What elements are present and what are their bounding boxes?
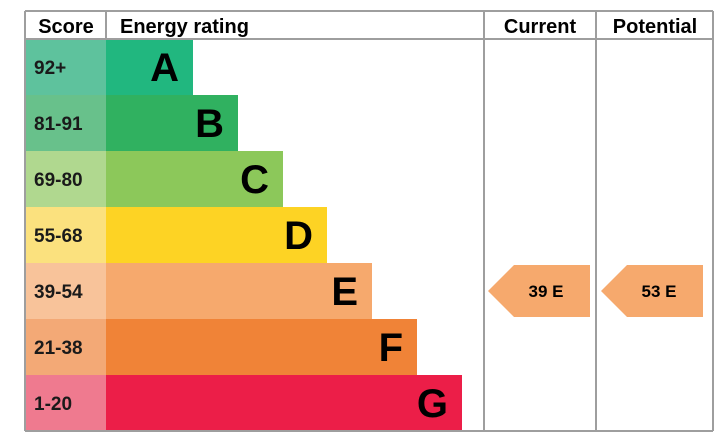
score-column: 92+ 81-91 69-80 55-68 39-54 21-38 1-20 — [25, 39, 106, 431]
header-energy-rating: Energy rating — [120, 16, 249, 38]
score-cell-c — [25, 151, 106, 207]
score-range-b: 81-91 — [34, 114, 83, 135]
score-range-f: 21-38 — [34, 338, 83, 359]
score-range-d: 55-68 — [34, 226, 83, 247]
header-score: Score — [38, 16, 94, 38]
band-letter-g: G — [417, 382, 448, 426]
score-range-c: 69-80 — [34, 170, 83, 191]
rating-arrows: 39 E 53 E — [488, 265, 703, 317]
band-letter-b: B — [195, 102, 224, 146]
score-cell-a — [25, 39, 106, 95]
band-bar-g — [106, 375, 462, 431]
score-cell-e — [25, 263, 106, 319]
band-bar-f — [106, 319, 417, 375]
score-range-g: 1-20 — [34, 394, 72, 415]
band-bar-a — [106, 39, 193, 95]
band-bar-c — [106, 151, 283, 207]
band-letter-f: F — [379, 326, 403, 370]
score-range-e: 39-54 — [34, 282, 83, 303]
header-current: Current — [504, 16, 577, 38]
band-letter-e: E — [331, 270, 358, 314]
score-cell-d — [25, 207, 106, 263]
score-cell-g — [25, 375, 106, 431]
band-letter-c: C — [240, 158, 269, 202]
header-row: Score Energy rating Current Potential — [38, 16, 697, 38]
score-cell-f — [25, 319, 106, 375]
band-bar-d — [106, 207, 327, 263]
band-letter-a: A — [150, 46, 179, 90]
score-cell-b — [25, 95, 106, 151]
band-bar-e — [106, 263, 372, 319]
current-arrow — [488, 265, 590, 317]
potential-arrow — [601, 265, 703, 317]
current-rating-label: 39 E — [529, 282, 564, 301]
score-range-a: 92+ — [34, 58, 66, 79]
header-potential: Potential — [613, 16, 697, 38]
table-grid — [24, 10, 714, 432]
band-letter-d: D — [284, 214, 313, 258]
potential-rating-label: 53 E — [642, 282, 677, 301]
band-bar-b — [106, 95, 238, 151]
